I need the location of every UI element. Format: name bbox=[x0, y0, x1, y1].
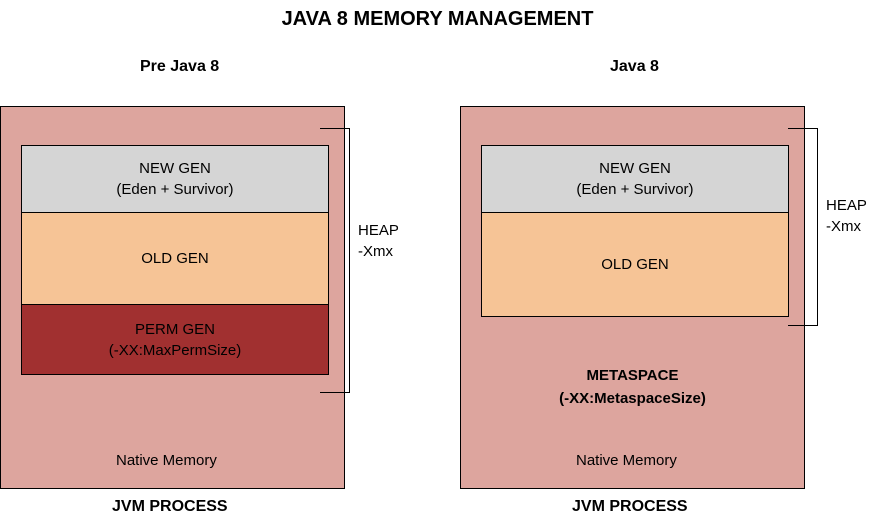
left-permgen-line2: (-XX:MaxPermSize) bbox=[109, 340, 242, 361]
left-native-memory-label: Native Memory bbox=[116, 452, 217, 469]
right-metaspace-block: METASPACE (-XX:MetaspaceSize) bbox=[461, 365, 804, 410]
left-newgen-line2: (Eden + Survivor) bbox=[116, 179, 233, 200]
left-heap-label: HEAP bbox=[358, 222, 399, 239]
right-heap-label: HEAP bbox=[826, 197, 867, 214]
left-bracket-labels: HEAP -Xmx bbox=[358, 220, 399, 262]
right-xmx-label: -Xmx bbox=[826, 218, 861, 235]
right-heap-bracket bbox=[788, 128, 818, 326]
left-newgen-region: NEW GEN (Eden + Survivor) bbox=[21, 145, 329, 213]
right-native-memory-label: Native Memory bbox=[576, 452, 677, 469]
left-heap-group: NEW GEN (Eden + Survivor) OLD GEN PERM G… bbox=[21, 145, 329, 375]
right-jvm-process: NEW GEN (Eden + Survivor) OLD GEN METASP… bbox=[460, 106, 805, 489]
right-oldgen-region: OLD GEN bbox=[481, 213, 789, 317]
left-heap-bracket bbox=[320, 128, 350, 393]
left-oldgen-region: OLD GEN bbox=[21, 213, 329, 305]
left-jvm-process: NEW GEN (Eden + Survivor) OLD GEN PERM G… bbox=[0, 106, 345, 489]
right-oldgen-line1: OLD GEN bbox=[601, 254, 669, 275]
left-oldgen-line1: OLD GEN bbox=[141, 248, 209, 269]
right-bracket-labels: HEAP -Xmx bbox=[826, 195, 867, 237]
main-title: JAVA 8 MEMORY MANAGEMENT bbox=[0, 8, 875, 31]
right-newgen-line2: (Eden + Survivor) bbox=[576, 179, 693, 200]
right-column-title: Java 8 bbox=[610, 58, 659, 76]
right-metaspace-line1: METASPACE bbox=[587, 367, 679, 384]
right-jvm-process-label: JVM PROCESS bbox=[572, 498, 688, 516]
left-permgen-line1: PERM GEN bbox=[135, 319, 215, 340]
left-jvm-process-label: JVM PROCESS bbox=[112, 498, 228, 516]
right-newgen-region: NEW GEN (Eden + Survivor) bbox=[481, 145, 789, 213]
left-newgen-line1: NEW GEN bbox=[139, 158, 211, 179]
right-heap-group: NEW GEN (Eden + Survivor) OLD GEN bbox=[481, 145, 789, 317]
left-xmx-label: -Xmx bbox=[358, 243, 393, 260]
left-column-title: Pre Java 8 bbox=[140, 58, 219, 76]
right-newgen-line1: NEW GEN bbox=[599, 158, 671, 179]
right-metaspace-line2: (-XX:MetaspaceSize) bbox=[559, 390, 706, 407]
left-permgen-region: PERM GEN (-XX:MaxPermSize) bbox=[21, 305, 329, 375]
